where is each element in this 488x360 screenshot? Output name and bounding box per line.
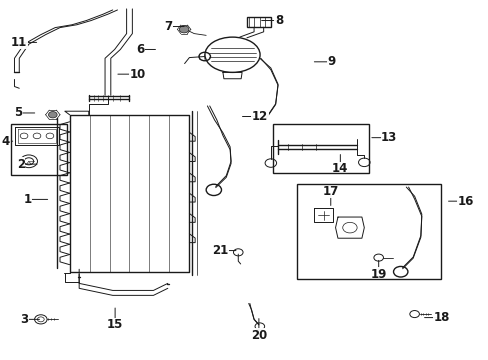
Text: 3: 3 — [20, 313, 28, 326]
Text: 21: 21 — [212, 244, 228, 257]
Bar — [297, 184, 440, 279]
Circle shape — [48, 112, 57, 118]
Text: 5: 5 — [14, 107, 22, 120]
Text: 18: 18 — [433, 311, 449, 324]
Circle shape — [179, 26, 188, 33]
Text: 11: 11 — [11, 36, 27, 49]
Text: 16: 16 — [457, 195, 473, 208]
Bar — [273, 123, 368, 173]
Bar — [11, 123, 67, 175]
Text: 17: 17 — [322, 185, 338, 198]
Text: 1: 1 — [23, 193, 31, 206]
Text: 19: 19 — [370, 268, 386, 281]
Text: 7: 7 — [164, 20, 172, 33]
Text: 6: 6 — [136, 43, 144, 56]
Text: 13: 13 — [380, 131, 397, 144]
Text: 15: 15 — [107, 318, 123, 331]
Bar — [246, 17, 270, 27]
Text: 8: 8 — [274, 14, 283, 27]
Text: 10: 10 — [130, 68, 146, 81]
Text: 4: 4 — [2, 135, 10, 148]
Text: 20: 20 — [250, 329, 266, 342]
Text: 14: 14 — [331, 162, 348, 175]
Text: 2: 2 — [17, 158, 25, 171]
Text: 12: 12 — [251, 110, 267, 123]
Text: 9: 9 — [327, 55, 335, 68]
